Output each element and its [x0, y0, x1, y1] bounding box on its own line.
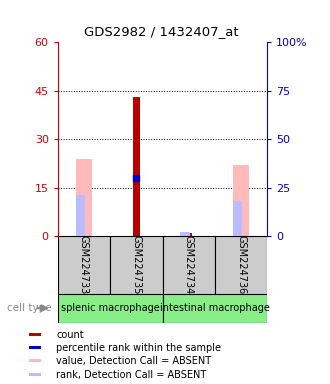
- Bar: [233, 165, 249, 236]
- Bar: [185, 233, 192, 236]
- Text: GSM224734: GSM224734: [184, 235, 194, 295]
- Bar: [29, 346, 41, 349]
- Text: count: count: [56, 330, 84, 340]
- Bar: [29, 359, 41, 362]
- Bar: [215, 236, 267, 294]
- Text: intestinal macrophage: intestinal macrophage: [160, 303, 270, 313]
- Bar: [76, 195, 85, 236]
- Text: GSM224735: GSM224735: [131, 235, 141, 295]
- Text: splenic macrophage: splenic macrophage: [61, 303, 159, 313]
- Bar: [29, 333, 41, 336]
- Text: GSM224736: GSM224736: [236, 235, 246, 295]
- Bar: [162, 294, 267, 323]
- Bar: [180, 232, 190, 236]
- Text: GSM224733: GSM224733: [79, 235, 89, 295]
- Bar: [76, 159, 92, 236]
- Bar: [133, 97, 140, 236]
- Bar: [29, 373, 41, 376]
- Bar: [110, 236, 162, 294]
- Text: value, Detection Call = ABSENT: value, Detection Call = ABSENT: [56, 356, 211, 366]
- Bar: [58, 236, 110, 294]
- Text: percentile rank within the sample: percentile rank within the sample: [56, 343, 221, 353]
- Bar: [233, 201, 242, 236]
- Bar: [58, 294, 162, 323]
- Text: rank, Detection Call = ABSENT: rank, Detection Call = ABSENT: [56, 370, 206, 380]
- Bar: [162, 236, 215, 294]
- Text: GDS2982 / 1432407_at: GDS2982 / 1432407_at: [84, 25, 239, 38]
- Text: cell type: cell type: [7, 303, 51, 313]
